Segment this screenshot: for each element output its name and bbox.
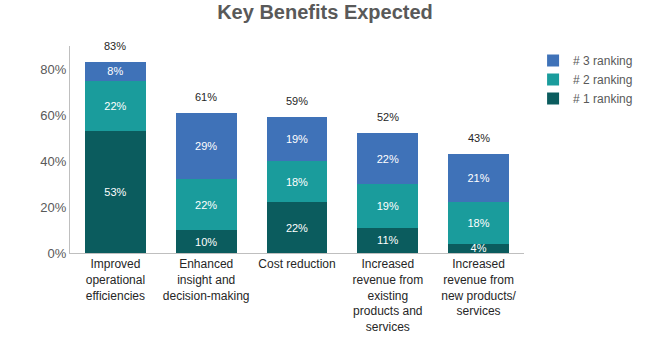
svg-text:4%: 4% xyxy=(471,242,487,254)
svg-text:19%: 19% xyxy=(286,133,308,145)
svg-text:11%: 11% xyxy=(377,234,398,246)
svg-text:59%: 59% xyxy=(286,95,308,107)
svg-text:Enhancedinsight anddecision-ma: Enhancedinsight anddecision-making xyxy=(163,257,250,302)
svg-text:# 2 ranking: # 2 ranking xyxy=(573,73,632,87)
svg-text:22%: 22% xyxy=(377,153,399,165)
svg-text:52%: 52% xyxy=(377,111,399,123)
svg-text:83%: 83% xyxy=(104,40,126,52)
svg-text:61%: 61% xyxy=(195,91,217,103)
svg-text:# 3 ranking: # 3 ranking xyxy=(573,54,632,68)
svg-text:18%: 18% xyxy=(467,217,489,229)
svg-text:19%: 19% xyxy=(377,200,399,212)
svg-text:29%: 29% xyxy=(195,140,217,152)
svg-text:0%: 0% xyxy=(48,246,67,261)
svg-text:53%: 53% xyxy=(104,186,126,198)
svg-text:22%: 22% xyxy=(286,222,308,234)
svg-text:40%: 40% xyxy=(40,154,66,169)
svg-text:Cost reduction: Cost reduction xyxy=(258,257,335,271)
svg-text:8%: 8% xyxy=(107,65,123,77)
svg-text:Key Benefits Expected: Key Benefits Expected xyxy=(217,1,433,23)
svg-text:18%: 18% xyxy=(286,176,308,188)
svg-text:43%: 43% xyxy=(468,132,490,144)
svg-text:20%: 20% xyxy=(40,200,66,215)
svg-text:# 1 ranking: # 1 ranking xyxy=(573,92,632,106)
svg-text:Increasedrevenue fromexistingp: Increasedrevenue fromexistingproducts an… xyxy=(352,257,423,333)
svg-text:80%: 80% xyxy=(40,62,66,77)
svg-text:10%: 10% xyxy=(195,236,217,248)
svg-text:22%: 22% xyxy=(104,100,126,112)
svg-text:Increasedrevenue fromnew produ: Increasedrevenue fromnew products/servic… xyxy=(441,257,516,318)
svg-text:22%: 22% xyxy=(195,199,217,211)
svg-text:60%: 60% xyxy=(40,108,66,123)
svg-text:Improvedoperationalefficiencie: Improvedoperationalefficiencies xyxy=(86,257,145,302)
svg-text:21%: 21% xyxy=(467,172,489,184)
